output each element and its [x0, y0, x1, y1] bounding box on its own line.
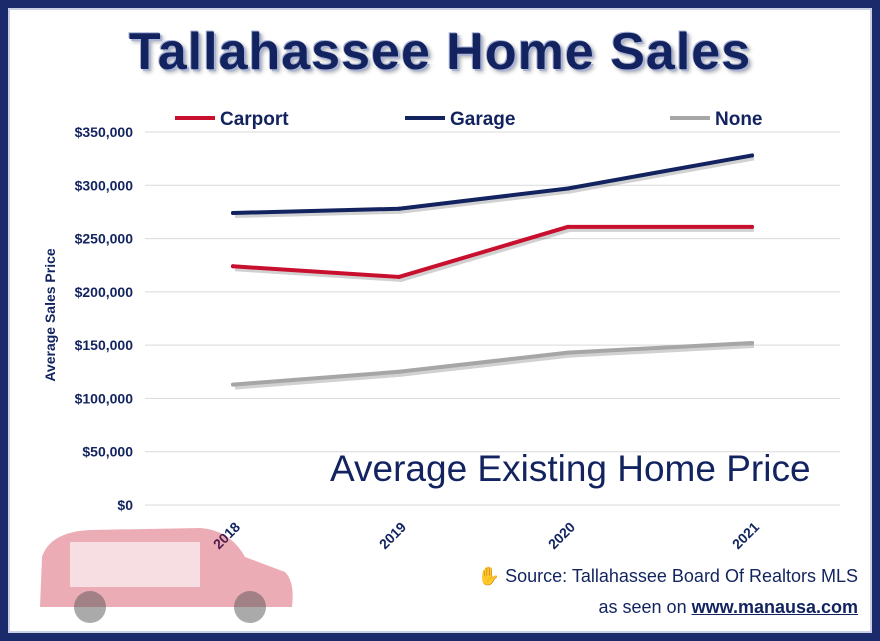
y-tick-label: $250,000 [75, 231, 134, 247]
x-tick-label: 2020 [545, 519, 578, 552]
data-point [566, 350, 570, 355]
data-point [750, 224, 754, 229]
data-point [231, 264, 235, 269]
y-tick-label: $150,000 [75, 337, 134, 353]
y-axis-label: Average Sales Price [42, 248, 58, 382]
data-point [750, 153, 754, 158]
seen-on-note: as seen on www.manausa.com [599, 597, 858, 618]
y-tick-label: $200,000 [75, 284, 134, 300]
legend-label: Garage [450, 109, 515, 130]
x-tick-label: 2021 [729, 519, 762, 552]
hand-icon: ✋ [477, 566, 501, 586]
chart-subtitle: Average Existing Home Price [330, 448, 811, 489]
series-shadow [234, 227, 754, 282]
data-point [231, 210, 235, 215]
website-link[interactable]: www.manausa.com [691, 597, 858, 617]
series-shadow [234, 344, 755, 390]
source-note: ✋ Source: Tallahassee Board Of Realtors … [478, 566, 858, 587]
y-tick-label: $350,000 [75, 124, 134, 140]
series-shadow [234, 156, 755, 218]
x-tick-label: 2019 [376, 519, 409, 552]
chart-frame [8, 8, 872, 633]
data-point [566, 224, 570, 229]
chart-title: Tallahassee Home Sales [128, 23, 752, 81]
data-point [231, 382, 235, 387]
legend-label: Carport [220, 109, 289, 130]
seen-on-text: as seen on [598, 597, 687, 617]
legend-label: None [715, 109, 763, 130]
series-line-garage [231, 153, 754, 215]
data-point [397, 274, 401, 279]
y-tick-label: $50,000 [82, 444, 133, 460]
data-point [750, 341, 754, 346]
y-tick-label: $300,000 [75, 177, 134, 193]
data-point [566, 186, 570, 191]
source-text: Source: Tallahassee Board Of Realtors ML… [505, 566, 858, 586]
series-line-carport [231, 224, 754, 279]
y-tick-label: $0 [117, 497, 133, 513]
car-image [40, 528, 293, 623]
y-tick-label: $100,000 [75, 390, 134, 406]
series-line-none [231, 341, 754, 387]
data-point [397, 206, 401, 211]
data-point [397, 369, 401, 374]
